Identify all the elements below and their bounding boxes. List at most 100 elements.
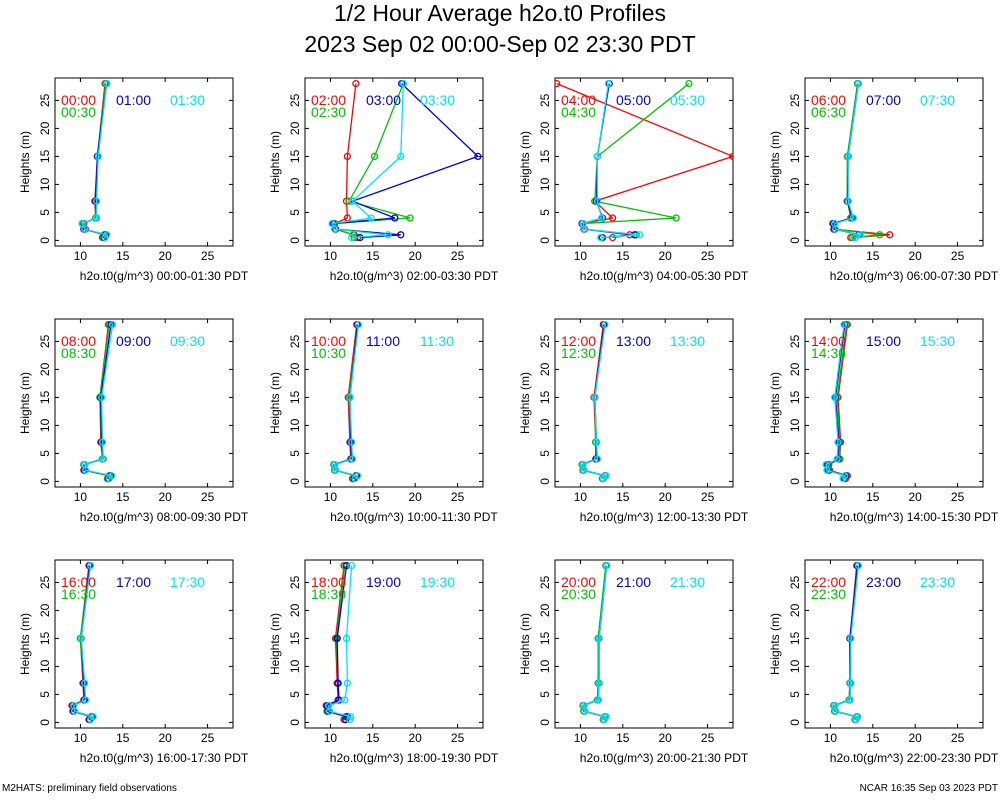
y-tick-label: 10 (38, 418, 52, 432)
plot-frame (554, 318, 734, 488)
series-line (582, 324, 608, 480)
data-point (81, 460, 89, 469)
legend-entry: 06:00 (811, 92, 846, 108)
x-tick-label: 20 (659, 249, 673, 263)
x-tick-label: 15 (366, 731, 380, 745)
y-tick-label: 10 (788, 659, 802, 673)
data-point (593, 197, 602, 205)
data-point (555, 79, 561, 88)
data-point (354, 320, 363, 329)
x-tick-label: 20 (159, 490, 173, 504)
x-tick-label: 20 (909, 490, 923, 504)
profile-panel: 10 15 20 25 0 5 10 15 20 25 h2o.t0(g/m^3) 14:00-15… (768, 318, 999, 524)
data-point (347, 438, 356, 446)
legend-entry: 20:30 (561, 586, 596, 602)
y-tick-label: 0 (288, 719, 302, 726)
x-axis-label: h2o.t0(g/m^3) 04:00-05:30 PDT (580, 269, 749, 283)
series-line (582, 83, 640, 239)
y-tick-label: 20 (538, 603, 552, 617)
y-tick-label: 0 (38, 719, 52, 726)
x-tick-label: 15 (866, 490, 880, 504)
plot-frame (304, 77, 484, 247)
y-tick-label: 20 (38, 603, 52, 617)
data-point (593, 152, 602, 161)
series-line (333, 324, 360, 480)
legend-entry: 06:30 (811, 104, 846, 120)
data-point (672, 214, 680, 222)
y-axis-label: Heights (m) (518, 372, 532, 434)
legend-entry: 07:00 (866, 92, 901, 108)
y-tick-label: 25 (38, 575, 52, 589)
series-line (81, 83, 108, 238)
x-tick-label: 10 (824, 490, 838, 504)
data-point (580, 701, 588, 710)
y-tick-label: 0 (38, 237, 52, 244)
legend-entry: 08:00 (61, 333, 96, 349)
legend-entry: 16:00 (61, 574, 96, 590)
data-point (391, 214, 399, 222)
data-point (597, 214, 606, 222)
x-tick-label: 25 (701, 731, 715, 745)
y-tick-label: 5 (538, 691, 552, 698)
y-axis-label: Heights (m) (768, 613, 782, 675)
legend-entry: 00:30 (61, 104, 96, 120)
data-point (849, 214, 857, 222)
legend-entry: 00:00 (61, 92, 96, 108)
data-point (856, 231, 864, 239)
legend-entry: 11:30 (420, 333, 454, 349)
y-tick-label: 0 (288, 237, 302, 244)
y-tick-label: 25 (538, 575, 552, 589)
x-tick-label: 15 (366, 249, 380, 263)
legend-entry: 01:00 (116, 92, 151, 108)
y-tick-label: 20 (288, 121, 302, 135)
data-point (685, 79, 693, 88)
legend-entry: 07:30 (920, 92, 955, 108)
x-axis-label: h2o.t0(g/m^3) 20:00-21:30 PDT (580, 751, 749, 765)
y-tick-label: 0 (788, 478, 802, 485)
data-point (81, 679, 89, 687)
legend-entry: 20:00 (561, 574, 596, 590)
x-tick-label: 20 (409, 490, 423, 504)
data-point (604, 79, 613, 88)
x-axis-label: h2o.t0(g/m^3) 14:00-15:30 PDT (830, 510, 999, 524)
data-point (108, 320, 117, 329)
legend-entry: 10:00 (311, 333, 346, 349)
y-tick-label: 10 (538, 659, 552, 673)
y-tick-label: 5 (288, 691, 302, 698)
legend-entry: 23:00 (866, 574, 901, 590)
data-point (325, 701, 333, 710)
legend-entry: 05:00 (616, 92, 651, 108)
y-tick-label: 25 (288, 334, 302, 348)
y-tick-label: 15 (288, 631, 302, 645)
data-point (636, 231, 644, 239)
x-tick-label: 20 (909, 731, 923, 745)
data-point (346, 393, 354, 402)
data-point (833, 455, 841, 463)
data-point (328, 219, 336, 228)
data-point (353, 472, 362, 480)
data-point (844, 197, 852, 205)
y-tick-label: 15 (288, 390, 302, 404)
x-tick-label: 25 (951, 731, 965, 745)
legend-entry: 15:30 (920, 333, 955, 349)
data-point (399, 79, 407, 88)
data-point (77, 634, 85, 643)
y-tick-label: 20 (288, 362, 302, 376)
legend-entry: 22:30 (811, 586, 846, 602)
data-point (595, 679, 603, 687)
x-axis-label: h2o.t0(g/m^3) 00:00-01:30 PDT (80, 269, 249, 283)
data-point (831, 219, 839, 228)
y-tick-label: 0 (788, 237, 802, 244)
profile-panel: 10 15 20 25 0 5 10 15 20 25 h2o.t0(g/m^3) 08:00-09… (18, 318, 249, 524)
x-tick-label: 15 (616, 490, 630, 504)
y-axis-label: Heights (m) (18, 131, 32, 193)
data-point (347, 713, 355, 721)
data-point (103, 79, 111, 88)
y-tick-label: 20 (788, 603, 802, 617)
data-point (602, 472, 610, 480)
data-point (92, 214, 101, 222)
profile-panel: 10 15 20 25 0 5 10 15 20 25 h2o.t0(g/m^3) 00:00-01… (18, 77, 249, 283)
data-point (94, 152, 102, 161)
data-point (579, 460, 587, 469)
